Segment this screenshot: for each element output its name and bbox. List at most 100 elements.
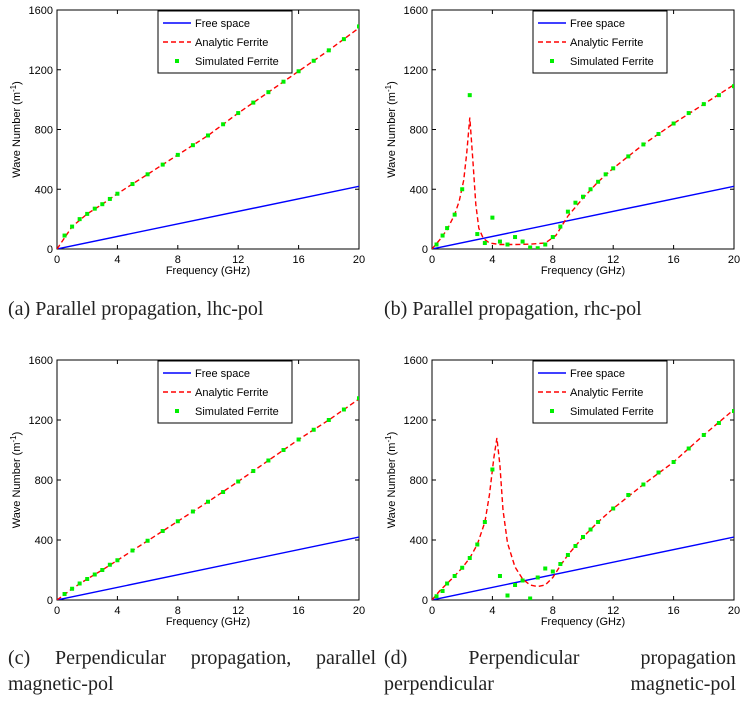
legend-label-a: Analytic Ferrite [195,37,268,49]
y-tick-label-c: 400 [35,535,53,547]
simulated-point-a [281,79,286,84]
legend-label-c: Simulated Ferrite [195,406,279,418]
free-space-line-a [57,185,359,249]
simulated-point-a [77,217,82,222]
x-tick-label-b: 20 [728,254,740,266]
legend-label-d: Simulated Ferrite [570,406,654,418]
y-tick-label-c: 800 [35,475,53,487]
caption-d: (d) Perpendicular propagation perpendicu… [384,647,736,695]
simulated-point-d [440,589,445,593]
x-tick-label-d: 16 [667,605,679,617]
plot-area-b [432,84,734,249]
legend-label-b: Simulated Ferrite [570,56,654,68]
caption-b: (b) Parallel propagation, rhc-pol [384,298,642,320]
simulated-point-c [175,519,180,524]
caption-a: (a) Parallel propagation, lhc-pol [8,298,264,320]
simulated-point-c [236,479,241,484]
x-tick-label-d: 8 [550,605,556,617]
legend-b: Free space Analytic Ferrite Simulated Ferr… [532,10,668,74]
x-tick-label-c: 16 [292,605,304,617]
x-tick-label-b: 8 [550,254,556,266]
simulated-point-a [100,202,105,207]
simulated-point-d [513,583,518,587]
simulated-point-d [543,566,548,571]
free-space-line-c [57,536,359,600]
y-tick-label-c: 1600 [29,355,53,367]
legend-label-c: Analytic Ferrite [195,387,268,399]
x-tick-label-a: 16 [292,254,304,266]
simulated-point-c [115,558,120,563]
simulated-point-d [520,578,525,583]
simulated-point-b [460,187,465,192]
simulated-point-b [732,84,734,89]
chart-b: 0 4 8 12 16 20 0 400 800 1200 1600 Frequency (GHz) W… [384,5,740,277]
legend-d: Free space Analytic Ferrite Simulated Ferr… [532,360,668,424]
simulated-point-c [326,418,331,422]
free-space-line-b [432,185,734,249]
y-tick-label-b: 1200 [404,65,428,77]
simulated-point-b [596,179,601,184]
simulated-point-b [467,93,472,98]
x-tick-label-b: 4 [489,254,495,266]
legend-swatch-simulated-a [175,59,179,63]
simulated-point-a [92,206,97,211]
simulated-point-c [77,581,82,586]
simulated-point-b [603,172,608,177]
simulated-point-c [145,538,150,543]
legend-label-c: Free space [195,368,250,380]
simulated-point-d [701,433,706,437]
x-tick-label-b: 12 [607,254,619,266]
simulated-point-c [130,548,135,553]
legend-a: Free space Analytic Ferrite Simulated Ferr… [157,10,293,74]
simulated-point-a [190,143,195,148]
x-tick-label-a: 4 [114,254,120,266]
simulated-point-b [686,111,691,116]
x-tick-label-c: 0 [54,605,60,617]
x-tick-label-a: 8 [175,254,181,266]
simulated-point-b [520,239,525,244]
simulated-point-d [596,520,601,524]
simulated-point-a [341,37,346,42]
simulated-point-d [505,593,510,598]
chart-a: 0 4 8 12 16 20 0 400 800 1200 1600 Frequency (GHz) W… [9,5,365,277]
simulated-point-c [62,592,67,596]
simulated-point-d [732,409,734,413]
simulated-point-b [535,246,540,249]
legend-swatch-simulated-d [550,409,554,413]
x-axis-label-b: Frequency (GHz) [541,265,625,277]
simulated-point-a [206,133,210,138]
simulated-point-b [505,242,510,247]
x-axis-label-c: Frequency (GHz) [166,616,250,628]
simulated-point-c [190,509,195,514]
simulated-point-c [160,529,165,533]
y-tick-label-b: 0 [422,244,428,256]
y-tick-label-d: 800 [410,475,428,487]
x-tick-label-b: 16 [667,254,679,266]
simulated-point-d [535,575,540,580]
simulated-point-a [266,90,271,95]
simulated-point-d [716,421,721,425]
simulated-point-d [641,482,646,487]
simulated-point-a [70,224,75,229]
simulated-point-d [558,562,563,566]
x-tick-label-a: 20 [353,254,365,266]
simulated-point-b [490,215,495,220]
y-tick-label-b: 800 [410,125,428,137]
simulated-point-b [528,245,533,249]
chart-c: 0 4 8 12 16 20 0 400 800 1200 1600 Frequency (GHz) W… [9,355,365,628]
simulated-point-b [656,131,661,136]
y-axis-label-c: Wave Number (m-1) [9,432,23,529]
simulated-point-d [445,581,450,586]
simulated-point-d [588,527,593,532]
y-axis-label-d: Wave Number (m-1) [384,432,398,529]
simulated-point-a [326,48,331,53]
caption-c: (c) Perpendicular propagation, parallel … [8,647,376,695]
simulated-point-c [100,568,105,572]
simulated-point-b [445,226,450,231]
simulated-point-d [671,460,676,464]
simulated-point-b [626,154,631,159]
x-tick-label-c: 8 [175,605,181,617]
simulated-point-b [581,194,585,199]
simulated-point-a [107,196,112,201]
